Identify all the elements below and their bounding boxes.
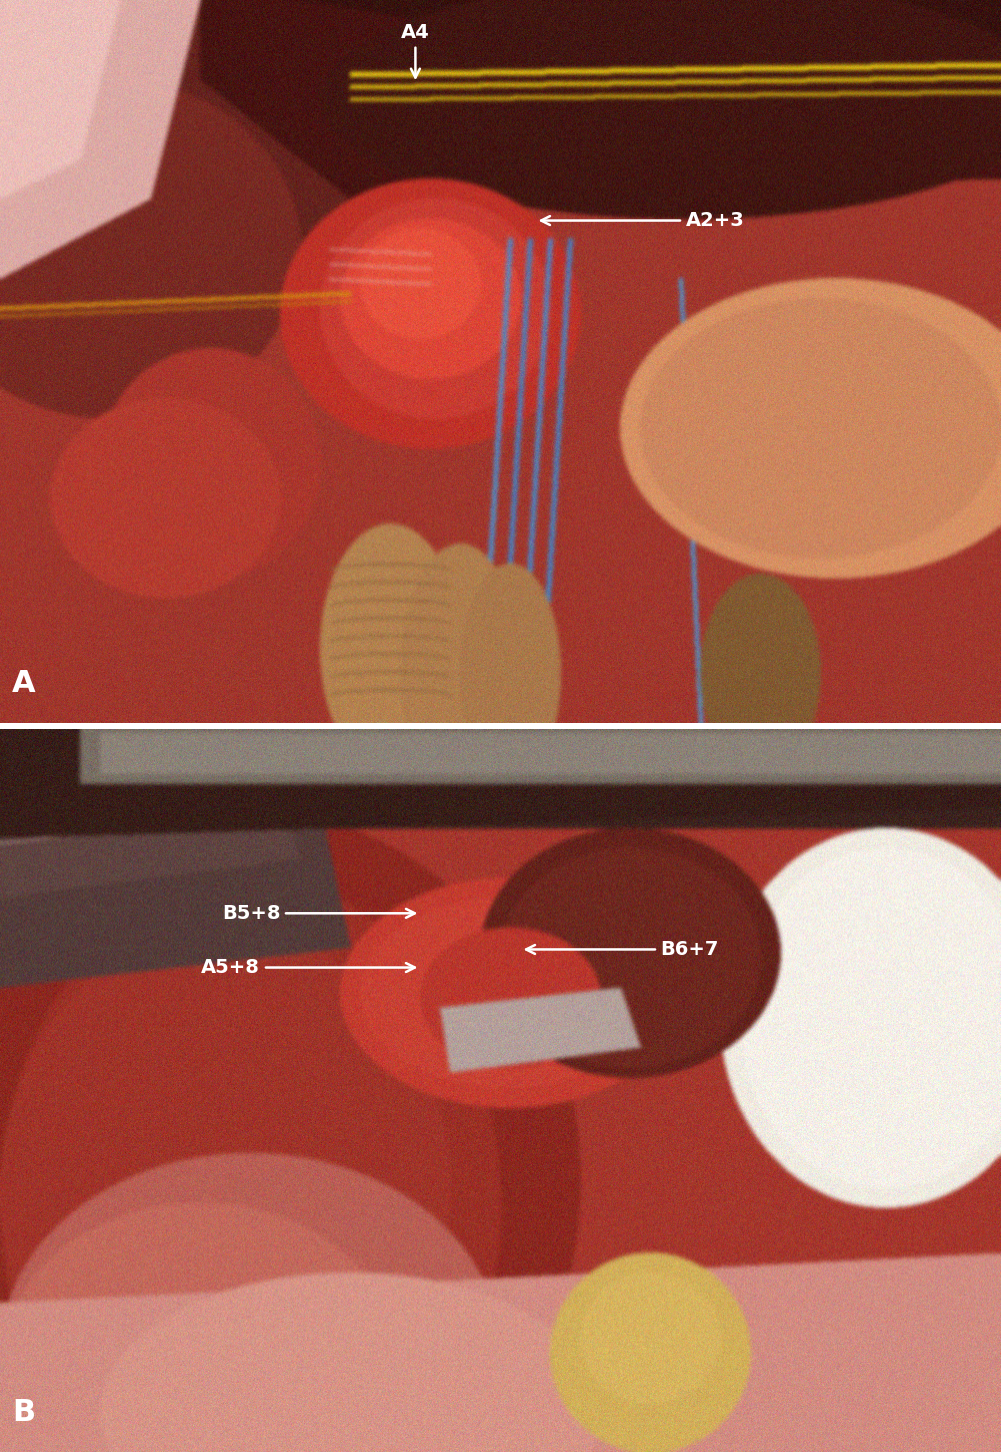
Text: B6+7: B6+7: [527, 939, 719, 958]
Text: A2+3: A2+3: [542, 211, 745, 229]
Text: A4: A4: [401, 23, 429, 77]
Text: A5+8: A5+8: [201, 958, 414, 977]
Text: B5+8: B5+8: [222, 903, 414, 923]
Text: A: A: [12, 669, 36, 698]
Text: B: B: [12, 1398, 35, 1427]
